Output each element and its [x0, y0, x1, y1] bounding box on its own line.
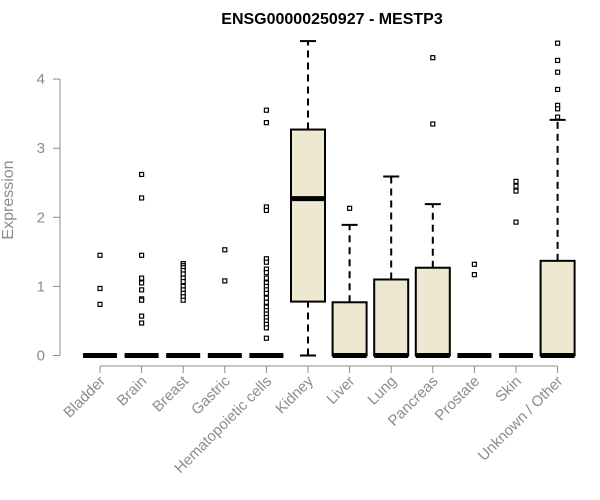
- outlier-point: [263, 120, 269, 126]
- outlier-point: [513, 178, 519, 184]
- y-tick-label: 2: [37, 209, 45, 226]
- box-iqr: [373, 278, 410, 357]
- box-iqr: [539, 259, 576, 357]
- box-brain: [124, 171, 159, 358]
- outlier-point: [97, 252, 103, 258]
- outlier-point: [430, 121, 436, 127]
- y-axis-label: Expression: [0, 160, 17, 239]
- outlier-point: [554, 69, 561, 75]
- outlier-point: [263, 295, 269, 301]
- box-prostate: [457, 261, 492, 358]
- outlier-point: [222, 247, 228, 253]
- y-tick-label: 3: [37, 140, 45, 157]
- outlier-point: [180, 278, 186, 285]
- outlier-point: [263, 290, 269, 296]
- outlier-point: [263, 269, 269, 276]
- outlier-point: [554, 106, 561, 112]
- box-skin: [499, 178, 533, 358]
- x-tick-label: Prostate: [432, 373, 484, 425]
- box-pancreas: [414, 55, 451, 358]
- chart-title: ENSG00000250927 - MESTP3: [221, 11, 443, 28]
- box-breast: [166, 260, 201, 358]
- x-tick-label: Liver: [323, 373, 358, 408]
- outlier-point: [180, 271, 186, 277]
- outlier-point: [263, 325, 269, 331]
- outlier-point: [180, 297, 186, 303]
- outlier-point: [554, 40, 561, 46]
- box-unknown-other: [539, 40, 576, 358]
- outlier-point: [263, 259, 269, 265]
- y-tick-label: 4: [37, 71, 45, 88]
- outlier-point: [471, 261, 477, 267]
- x-tick-label: Bladder: [60, 373, 109, 422]
- box-gastric: [207, 247, 242, 358]
- outlier-point: [139, 313, 145, 319]
- x-tick-label: Breast: [149, 372, 192, 415]
- outlier-point: [139, 171, 145, 178]
- box-bladder: [83, 252, 117, 358]
- outlier-point: [513, 188, 519, 194]
- outlier-point: [139, 297, 145, 303]
- outlier-point: [139, 320, 145, 326]
- y-axis: 0 1 2 3 4: [37, 71, 61, 365]
- box-hematopoietic-cells: [249, 107, 284, 358]
- outlier-point: [471, 272, 477, 278]
- x-tick-label: Skin: [492, 373, 525, 406]
- outlier-point: [513, 219, 519, 225]
- x-tick-label: Brain: [114, 373, 151, 410]
- outlier-point: [263, 107, 269, 113]
- outlier-point: [554, 57, 561, 64]
- outlier-point: [263, 275, 269, 281]
- outlier-point: [139, 252, 145, 258]
- outlier-point: [222, 278, 228, 284]
- outlier-point: [97, 301, 103, 307]
- outlier-point: [139, 280, 145, 286]
- outlier-point: [347, 205, 353, 211]
- outlier-point: [139, 275, 145, 281]
- plot-area: [83, 40, 576, 358]
- outlier-point: [263, 299, 269, 305]
- outlier-point: [430, 55, 436, 61]
- x-tick-label: Kidney: [272, 372, 317, 417]
- box-kidney: [290, 40, 326, 357]
- box-iqr: [331, 301, 368, 357]
- outlier-point: [263, 207, 269, 213]
- outlier-point: [263, 335, 269, 341]
- outlier-point: [513, 183, 519, 189]
- outlier-point: [554, 86, 561, 93]
- y-tick-label: 0: [37, 348, 45, 365]
- box-lung: [373, 175, 410, 358]
- outlier-point: [139, 195, 145, 201]
- outlier-point: [139, 287, 145, 293]
- box-iqr: [414, 266, 451, 357]
- outlier-point: [554, 114, 561, 120]
- box-liver: [331, 205, 368, 358]
- x-tick-label: Lung: [364, 373, 400, 409]
- box-iqr: [290, 128, 326, 303]
- y-tick-label: 1: [37, 278, 45, 295]
- outlier-point: [97, 285, 103, 292]
